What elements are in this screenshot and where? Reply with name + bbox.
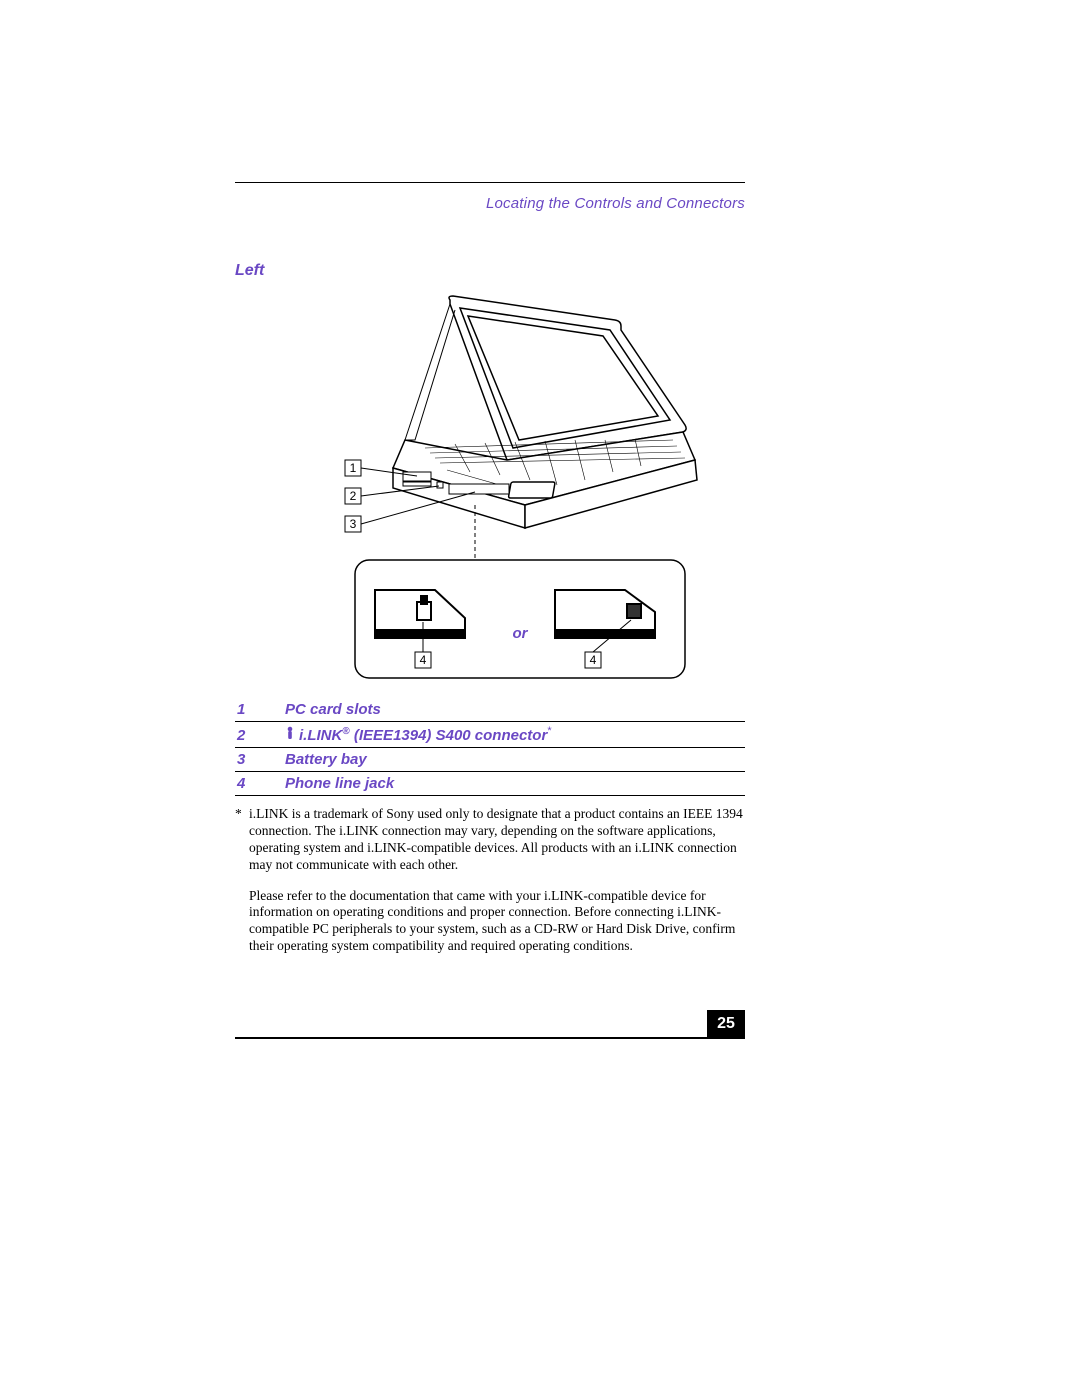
part-num: 1 (235, 698, 285, 722)
part-num: 4 (235, 772, 285, 796)
footnote-para: Please refer to the documentation that c… (249, 888, 745, 956)
part-desc: PC card slots (285, 698, 745, 722)
footnote-marker: * (547, 725, 551, 737)
callout-4a: 4 (420, 653, 427, 667)
footnote-text: i.LINK is a trademark of Sony used only … (249, 806, 745, 969)
top-rule (235, 182, 745, 183)
part-label-prefix: i.LINK (299, 727, 342, 744)
parts-row: 1 PC card slots (235, 698, 745, 722)
part-desc: Battery bay (285, 748, 745, 772)
manual-page: Locating the Controls and Connectors Lef… (0, 0, 1080, 1397)
parts-table: 1 PC card slots 2 i.LINK® (IEEE1394) S40… (235, 698, 745, 796)
part-label-suffix: (IEEE1394) S400 connector (350, 727, 548, 744)
callout-2: 2 (350, 489, 357, 503)
callout-1: 1 (350, 461, 357, 475)
part-desc: Phone line jack (285, 772, 745, 796)
footnote-para: i.LINK is a trademark of Sony used only … (249, 806, 745, 874)
bottom-rule (235, 1037, 745, 1039)
diagram-wrap: 1 2 3 (235, 290, 745, 690)
part-num: 2 (235, 722, 285, 748)
callout-3: 3 (350, 517, 357, 531)
section-title: Left (235, 262, 745, 280)
footnote: * i.LINK is a trademark of Sony used onl… (235, 806, 745, 969)
page-number: 25 (707, 1010, 745, 1037)
parts-row: 3 Battery bay (235, 748, 745, 772)
callout-4b: 4 (590, 653, 597, 667)
part-num: 3 (235, 748, 285, 772)
laptop-diagram: 1 2 3 (275, 290, 705, 690)
ilink-icon (285, 726, 295, 744)
content-area: Locating the Controls and Connectors Lef… (235, 182, 745, 969)
footnote-mark: * (235, 806, 249, 969)
part-desc: i.LINK® (IEEE1394) S400 connector* (285, 722, 745, 748)
parts-row: 2 i.LINK® (IEEE1394) S400 connector* (235, 722, 745, 748)
running-header: Locating the Controls and Connectors (235, 195, 745, 212)
parts-row: 4 Phone line jack (235, 772, 745, 796)
registered-mark: ® (342, 726, 349, 737)
diagram-or-label: or (513, 625, 529, 642)
